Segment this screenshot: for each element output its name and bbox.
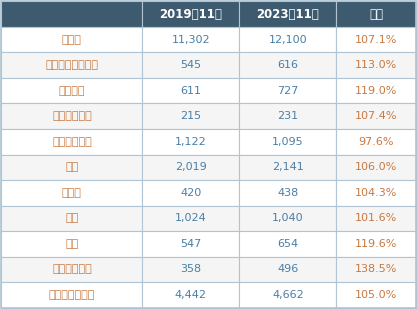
Text: 洋食: 洋食 [65,213,78,223]
Text: 1,095: 1,095 [272,137,304,147]
Text: 107.4%: 107.4% [355,111,397,121]
Text: 107.1%: 107.1% [355,35,397,45]
Bar [1,129,142,154]
Text: 119.6%: 119.6% [355,239,397,249]
Text: すし（外食）: すし（外食） [52,137,92,147]
Bar [239,154,336,180]
Text: 611: 611 [181,86,201,96]
Text: 97.6%: 97.6% [358,137,394,147]
Text: 他の麺類外食: 他の麺類外食 [52,111,92,121]
Bar [1,282,142,308]
Text: 616: 616 [277,60,298,70]
Text: 654: 654 [277,239,299,249]
Text: 食事代: 食事代 [62,35,82,45]
Text: 増減: 増減 [369,8,383,21]
Text: 119.0%: 119.0% [355,86,397,96]
Bar [239,180,336,205]
Bar [142,231,239,256]
Bar [336,282,416,308]
Text: 105.0%: 105.0% [355,290,397,300]
Bar [142,104,239,129]
Text: 2,019: 2,019 [175,162,207,172]
Text: 727: 727 [277,86,299,96]
Text: 1,040: 1,040 [272,213,304,223]
Text: 12,100: 12,100 [269,35,307,45]
Text: 他の主食的外食: 他の主食的外食 [49,290,95,300]
Bar [1,104,142,129]
Text: 焼肉: 焼肉 [65,239,78,249]
Text: 138.5%: 138.5% [355,264,397,274]
Bar [142,154,239,180]
Bar [1,256,142,282]
Bar [239,1,336,27]
Text: 4,442: 4,442 [175,290,207,300]
Text: 420: 420 [180,188,201,198]
Text: 231: 231 [277,111,299,121]
Bar [1,231,142,256]
Bar [336,231,416,256]
Bar [1,205,142,231]
Bar [239,27,336,53]
Bar [239,205,336,231]
Bar [239,104,336,129]
Bar [336,129,416,154]
Bar [336,53,416,78]
Text: 2019年11月: 2019年11月 [159,8,222,21]
Bar [1,180,142,205]
Text: 101.6%: 101.6% [355,213,397,223]
Text: 4,662: 4,662 [272,290,304,300]
Text: 2,141: 2,141 [272,162,304,172]
Bar [336,205,416,231]
Bar [239,78,336,104]
Text: 日本そば・うどん: 日本そば・うどん [45,60,98,70]
Bar [336,154,416,180]
Text: 215: 215 [180,111,201,121]
Bar [336,27,416,53]
Bar [1,78,142,104]
Bar [1,1,142,27]
Text: 496: 496 [277,264,299,274]
Text: ハンバーガー: ハンバーガー [52,264,92,274]
Bar [239,282,336,308]
Bar [239,256,336,282]
Bar [142,53,239,78]
Bar [142,256,239,282]
Text: 中華食: 中華食 [62,188,82,198]
Text: 113.0%: 113.0% [355,60,397,70]
Text: 和食: 和食 [65,162,78,172]
Bar [239,231,336,256]
Text: 11,302: 11,302 [171,35,210,45]
Text: 547: 547 [180,239,201,249]
Text: 1,024: 1,024 [175,213,207,223]
Bar [336,1,416,27]
Bar [1,154,142,180]
Bar [142,282,239,308]
Bar [336,256,416,282]
Bar [239,53,336,78]
Bar [336,78,416,104]
Text: 358: 358 [180,264,201,274]
Bar [142,205,239,231]
Bar [1,53,142,78]
Bar [239,129,336,154]
Text: 1,122: 1,122 [175,137,207,147]
Text: 104.3%: 104.3% [355,188,397,198]
Text: 2023年11月: 2023年11月 [256,8,319,21]
Text: 438: 438 [277,188,299,198]
Bar [142,27,239,53]
Bar [1,27,142,53]
Text: 中華そば: 中華そば [59,86,85,96]
Bar [336,104,416,129]
Text: 106.0%: 106.0% [355,162,397,172]
Bar [142,129,239,154]
Bar [142,1,239,27]
Text: 545: 545 [180,60,201,70]
Bar [336,180,416,205]
Bar [142,78,239,104]
Bar [142,180,239,205]
